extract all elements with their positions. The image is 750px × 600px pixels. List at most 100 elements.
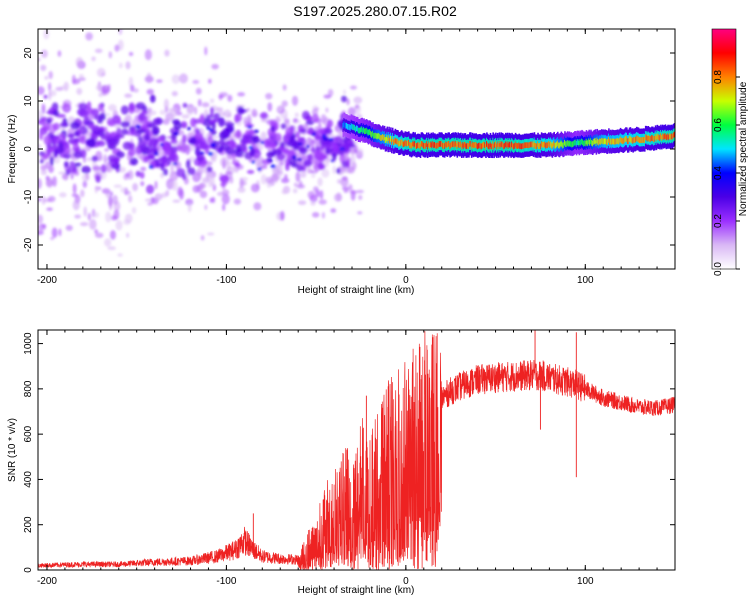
ridge-core	[602, 138, 605, 144]
ridge-core	[519, 143, 521, 150]
ridge-core	[436, 142, 439, 149]
ridge-core	[505, 142, 508, 149]
spectrogram-noise-blob	[38, 214, 44, 224]
colorbar-tick-label: 0.2	[713, 214, 724, 228]
ridge-core	[393, 139, 396, 145]
ridge-core	[516, 143, 519, 149]
spectrogram-noise-blob	[349, 85, 357, 90]
ridge-core	[354, 124, 356, 131]
ridge-core	[667, 133, 669, 140]
ridge-core	[458, 141, 460, 148]
spectrogram-blob	[122, 141, 133, 150]
spectrogram-blob	[299, 146, 308, 155]
spectrogram-noise-blob	[44, 161, 51, 169]
ridge-core	[401, 140, 404, 146]
spectrogram-noise-blob	[199, 182, 205, 190]
spectrogram-highlight	[296, 157, 303, 162]
spectrogram-blob	[52, 135, 62, 144]
ridge-core	[665, 134, 668, 141]
spectrogram-highlight	[251, 160, 255, 164]
spectrogram-highlight	[248, 146, 253, 149]
ridge-core	[363, 126, 365, 133]
spectrogram-blob	[331, 152, 337, 161]
spectrogram-noise-blob	[222, 158, 226, 170]
ridge-core	[595, 140, 598, 147]
spectrogram-noise-blob	[204, 204, 208, 210]
spectrogram-noise-blob	[260, 174, 267, 185]
ridge-core	[400, 138, 403, 145]
spectrogram-noise-blob	[91, 56, 96, 62]
ridge-core	[360, 126, 363, 133]
spectrogram-noise-blob	[310, 173, 316, 178]
snr-xtick-label: 0	[403, 576, 409, 587]
spectrogram-blob	[74, 162, 82, 167]
spectrogram-blob	[286, 153, 295, 161]
spectrogram-noise-blob	[163, 98, 169, 110]
spectrogram-noise-blob	[194, 106, 198, 115]
spectrogram-noise-blob	[229, 176, 234, 184]
spectrogram-highlight	[187, 126, 191, 131]
ridge-core	[644, 134, 647, 141]
snr-ytick-label: 800	[23, 380, 34, 397]
ridge-core	[476, 142, 478, 149]
spectrogram-noise-blob	[41, 103, 46, 115]
spectrogram-blob	[246, 169, 255, 175]
spectrogram-blob	[130, 128, 137, 136]
spectrogram-noise-blob	[192, 80, 200, 84]
spectrogram-noise-blob	[348, 184, 353, 191]
spectrogram-noise-blob	[80, 189, 85, 198]
spectrogram-noise-blob	[144, 49, 152, 61]
ridge-core	[383, 134, 386, 141]
spectrogram-noise-blob	[181, 114, 190, 119]
spectrogram-blob	[145, 184, 155, 194]
ridge-core	[560, 140, 563, 146]
spectrogram-blob	[311, 113, 320, 123]
spectrogram-blob	[128, 148, 136, 157]
ridge-core	[666, 134, 669, 141]
ridge-core	[611, 138, 614, 145]
spectrogram-noise-blob	[216, 107, 224, 113]
spectrogram-blob	[106, 137, 112, 146]
ridge-core	[584, 140, 587, 147]
spectrogram-ylabel: Frequency (Hz)	[7, 115, 18, 184]
spectrogram-blob	[219, 175, 229, 183]
ridge-core	[565, 141, 568, 147]
ridge-core	[506, 141, 509, 148]
spectrogram-xtick-label: 100	[577, 275, 594, 286]
spectrogram-noise-blob	[55, 86, 63, 92]
ridge-core	[399, 140, 401, 147]
spectrogram-noise-blob	[94, 48, 103, 54]
spectrogram-noise-blob	[154, 193, 163, 201]
spectrogram-noise-blob	[40, 169, 47, 176]
figure-title: S197.2025.280.07.15.R02	[293, 3, 457, 19]
ridge-core	[575, 140, 578, 147]
spectrogram-noise-blob	[94, 185, 98, 194]
spectrogram-blob	[115, 157, 121, 162]
spectrogram-noise-blob	[280, 177, 290, 184]
ridge-core	[475, 141, 477, 148]
spectrogram-noise-blob	[45, 175, 50, 181]
ridge-core	[418, 142, 421, 149]
spectrogram-noise-blob	[168, 181, 174, 188]
spectrogram-noise-blob	[169, 171, 179, 181]
spectrogram-blob	[116, 151, 125, 158]
spectrogram-blob	[218, 139, 225, 146]
ridge-core	[521, 143, 523, 150]
spectrogram-noise-blob	[354, 144, 359, 154]
spectrogram-blob	[306, 130, 314, 135]
ridge-core	[582, 140, 585, 147]
ridge-core	[500, 141, 503, 147]
spectrogram-noise-blob	[300, 170, 307, 178]
ridge-core	[374, 132, 377, 139]
spectrogram-noise-blob	[338, 166, 347, 172]
spectrogram-noise-blob	[341, 186, 350, 191]
spectrogram-noise-blob	[293, 182, 298, 187]
ridge-core	[377, 132, 380, 139]
spectrogram-highlight	[257, 167, 262, 171]
spectrogram-noise-blob	[311, 212, 320, 218]
ridge-core	[574, 139, 576, 146]
ridge-core	[398, 140, 400, 147]
ridge-core	[530, 141, 532, 148]
spectrogram-blob	[98, 112, 106, 121]
